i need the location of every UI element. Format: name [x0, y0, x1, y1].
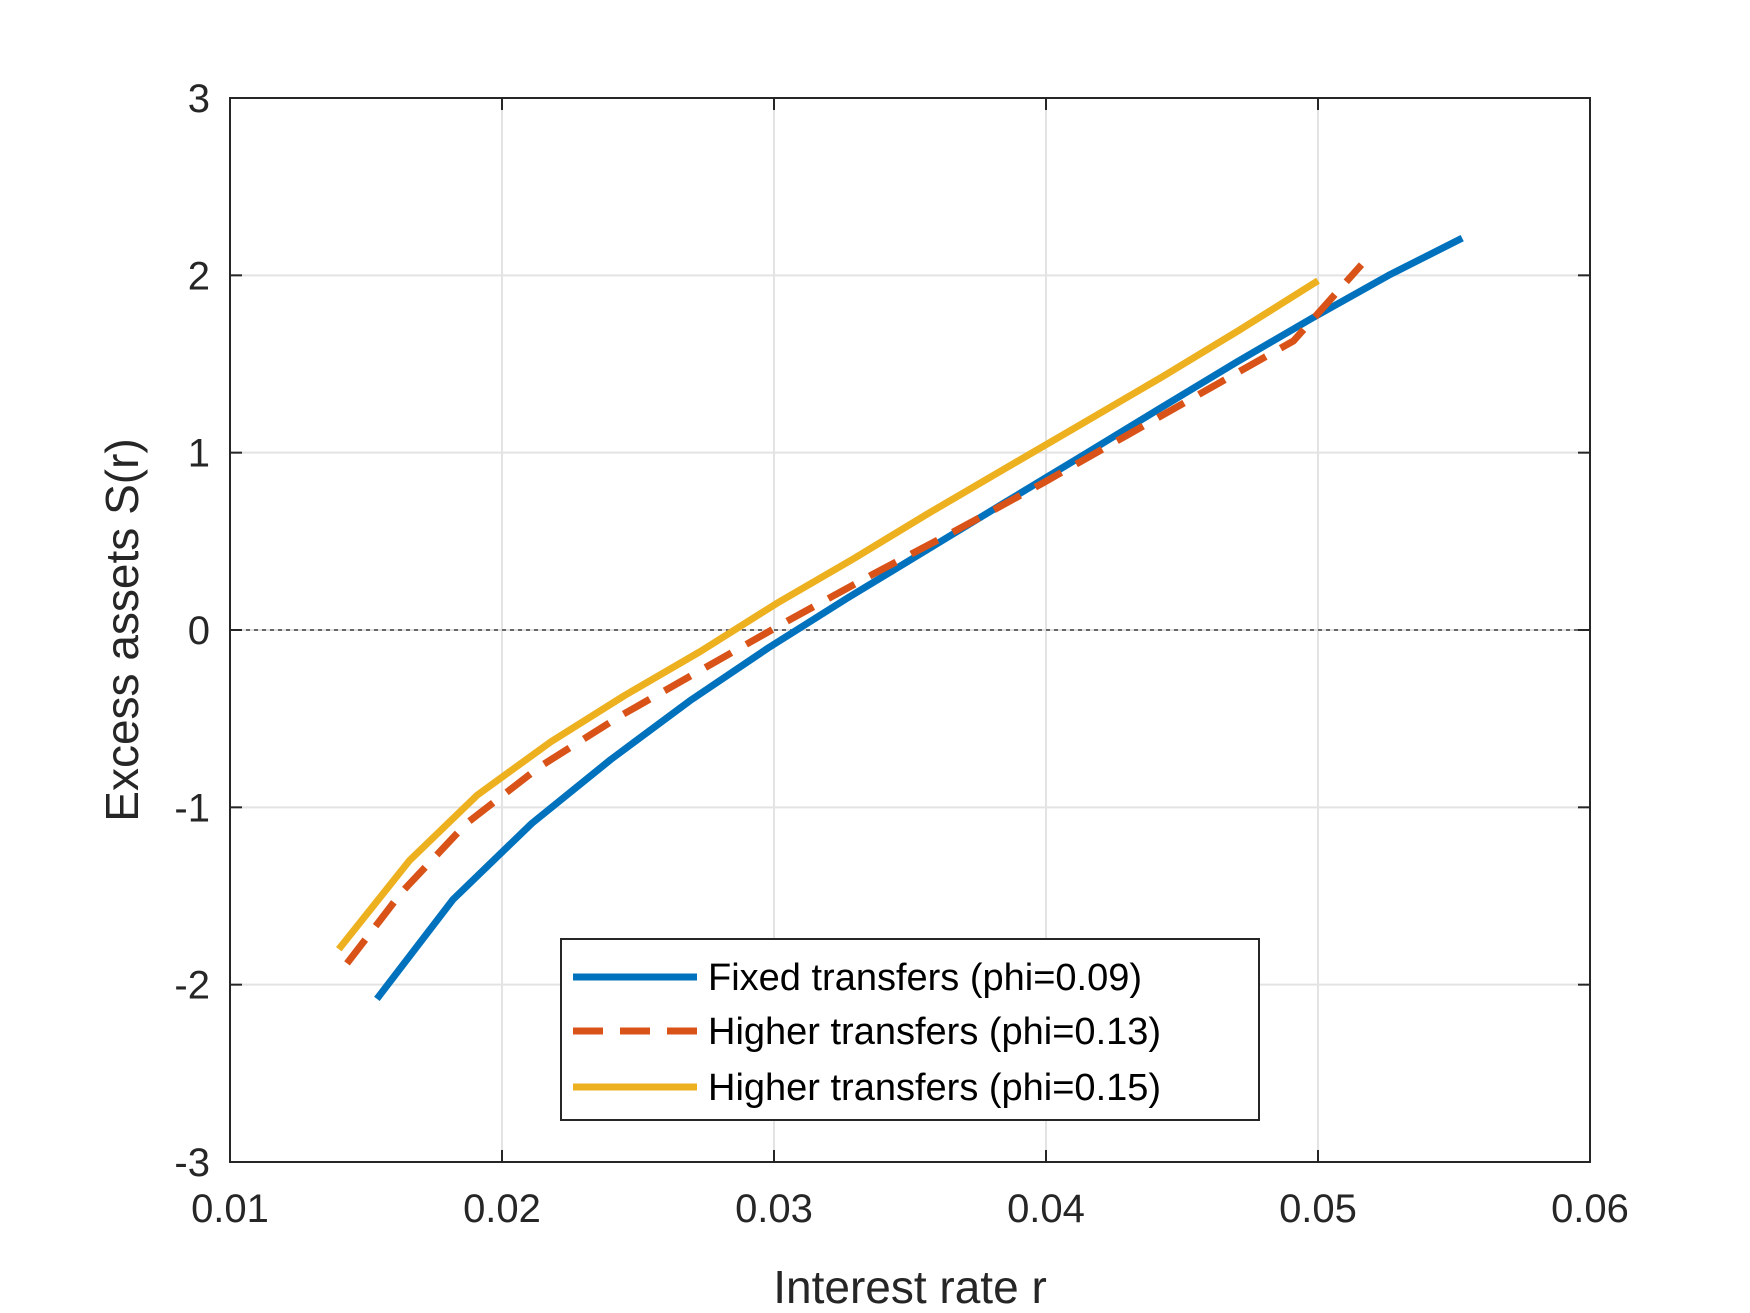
x-tick-label: 0.06 — [1551, 1187, 1629, 1231]
x-tick-label: 0.05 — [1279, 1187, 1357, 1231]
y-tick-label: -3 — [174, 1141, 210, 1185]
y-tick-labels: -3 -2 -1 0 1 2 3 — [174, 77, 210, 1185]
y-tick-label: 1 — [188, 432, 210, 476]
legend-label-higher-transfers-015: Higher transfers (phi=0.15) — [708, 1067, 1161, 1109]
x-tick-label: 0.02 — [463, 1187, 541, 1231]
x-tick-labels: 0.01 0.02 0.03 0.04 0.05 0.06 — [191, 1187, 1629, 1231]
y-tick-label: 0 — [188, 609, 210, 653]
x-tick-label: 0.04 — [1007, 1187, 1085, 1231]
legend-label-higher-transfers-013: Higher transfers (phi=0.13) — [708, 1011, 1161, 1053]
y-tick-label: -2 — [174, 964, 210, 1008]
x-axis-label: Interest rate r — [773, 1261, 1047, 1313]
series-higher-transfers-015-line — [336, 277, 1320, 952]
series-fixed-transfers-line — [374, 234, 1464, 1002]
y-tick-label: -1 — [174, 786, 210, 830]
legend-label-fixed-transfers: Fixed transfers (phi=0.09) — [708, 957, 1142, 999]
data-series — [336, 234, 1464, 1002]
axis-ticks — [229, 97, 1591, 1163]
legend: Fixed transfers (phi=0.09) Higher transf… — [560, 938, 1260, 1121]
y-tick-label: 3 — [188, 77, 210, 121]
y-tick-label: 2 — [188, 254, 210, 298]
x-tick-label: 0.01 — [191, 1187, 269, 1231]
series-higher-transfers-013-line — [344, 262, 1365, 966]
y-axis-label: Excess assets S(r) — [96, 438, 148, 821]
x-tick-label: 0.03 — [735, 1187, 813, 1231]
